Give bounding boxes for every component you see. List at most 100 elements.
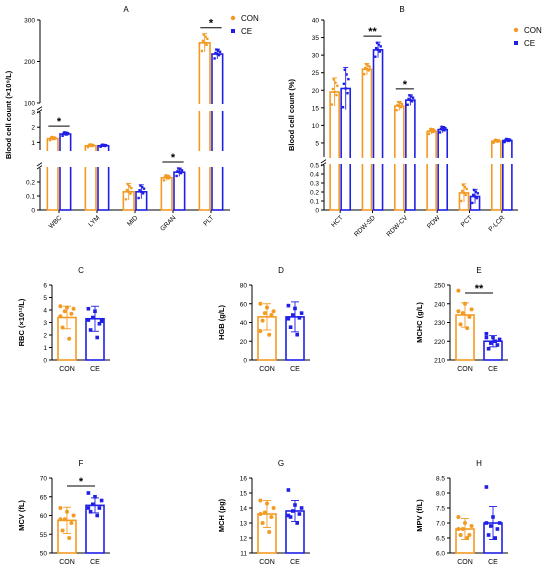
x-tick-label: CE (488, 366, 498, 373)
y-tick-label: 13 (240, 521, 248, 528)
data-point-ce (484, 331, 489, 336)
y-tick-label: 6.0 (436, 551, 445, 558)
data-point-ce (439, 127, 443, 131)
data-point-con (271, 506, 276, 510)
x-tick-label: CE (90, 366, 100, 373)
data-point-con (206, 37, 209, 41)
data-point-con (127, 190, 130, 194)
bar-con (490, 140, 502, 211)
x-tick-label: CON (59, 366, 75, 373)
data-point-con (203, 41, 206, 45)
data-point-con (463, 185, 467, 189)
significance-mark: * (171, 152, 176, 164)
data-point-con (463, 301, 467, 306)
panel-letter: A (123, 5, 129, 14)
bar-ce (211, 53, 224, 211)
y-tick-label: 50 (40, 551, 48, 558)
y-tick-label: 7.0 (436, 521, 445, 528)
data-point-con (258, 512, 263, 516)
y-tick-label: 5 (43, 295, 47, 302)
y-tick-label: 55 (40, 532, 48, 539)
y-tick-label: 5 (315, 140, 319, 147)
data-point-con (332, 78, 336, 81)
x-tick-label: RDW-SD (353, 214, 377, 238)
data-point-ce (286, 316, 291, 321)
data-point-ce (297, 512, 302, 516)
data-point-ce (65, 133, 69, 136)
data-point-ce (295, 521, 299, 525)
x-tick-label: CE (290, 366, 300, 373)
panel-letter: D (278, 266, 284, 275)
data-point-ce (504, 138, 507, 142)
data-point-ce (476, 192, 479, 195)
x-tick-label: CON (259, 559, 275, 566)
x-tick-label: PLT (202, 214, 215, 227)
data-point-con (58, 517, 63, 522)
data-point-ce (215, 48, 218, 51)
bar-con (426, 130, 437, 211)
data-point-con (167, 177, 170, 180)
panel-F: F MCV (fL) 50 55 60 65 70 CON CE * (17, 459, 110, 566)
data-point-con (330, 103, 334, 106)
data-point-ce (342, 82, 346, 86)
data-point-ce (475, 196, 479, 200)
data-point-con (362, 72, 366, 76)
panel-letter: F (79, 459, 84, 468)
data-point-ce (408, 94, 411, 97)
data-point-ce (91, 502, 95, 507)
y-tick-label: 60 (40, 513, 48, 520)
data-point-ce (379, 45, 382, 48)
x-tick-label: CON (259, 366, 275, 373)
x-tick-label: CON (59, 559, 75, 566)
data-point-con (335, 93, 338, 97)
data-point-ce (102, 144, 105, 147)
data-point-ce (493, 339, 497, 344)
data-point-ce (411, 96, 415, 99)
data-point-ce (507, 139, 511, 143)
data-point-con (69, 521, 74, 525)
panel-A: A Blood cell count (×10⁹/L) 0 0.1 0.2 1 2 3 100 2… (4, 5, 259, 233)
data-point-con (492, 141, 495, 145)
y-tick-label: 0 (243, 358, 247, 365)
significance-mark: * (57, 116, 62, 128)
y-axis-label: HGB (g/L) (217, 305, 226, 340)
data-point-ce (291, 313, 295, 317)
data-point-ce (97, 506, 102, 510)
legend-marker-ce (514, 41, 518, 45)
data-point-ce (139, 184, 142, 187)
data-point-ce (409, 98, 412, 102)
legend-marker-ce (231, 29, 235, 33)
data-point-ce (99, 145, 102, 149)
data-point-ce (99, 498, 104, 503)
data-point-con (464, 193, 468, 197)
data-point-ce (493, 536, 497, 540)
data-point-con (267, 332, 272, 337)
bar-ce (173, 171, 186, 211)
data-point-ce (216, 52, 219, 56)
data-point-ce (213, 57, 216, 60)
data-point-ce (86, 491, 91, 495)
y-axis-label: Blood cell count (%) (287, 78, 296, 151)
data-point-con (126, 183, 130, 186)
data-point-ce (299, 311, 304, 315)
y-tick-label: 11 (240, 551, 247, 558)
y-tick-label: 35 (312, 35, 320, 42)
data-point-con (124, 197, 128, 201)
data-point-ce (347, 77, 350, 81)
y-tick-label: 240 (434, 301, 445, 308)
data-point-ce (410, 95, 413, 98)
data-point-ce (438, 131, 442, 134)
data-point-ce (93, 309, 97, 314)
data-point-con (262, 510, 267, 515)
x-tick-label: CE (488, 559, 498, 566)
data-point-con (465, 536, 470, 540)
data-point-con (67, 536, 72, 540)
y-tick-label: 20 (312, 88, 320, 95)
data-point-con (395, 108, 398, 112)
data-point-ce (346, 91, 349, 95)
data-point-ce (64, 132, 67, 136)
data-point-con (459, 199, 463, 203)
data-point-ce (88, 328, 93, 332)
data-point-con (200, 49, 204, 53)
data-point-con (456, 288, 461, 293)
